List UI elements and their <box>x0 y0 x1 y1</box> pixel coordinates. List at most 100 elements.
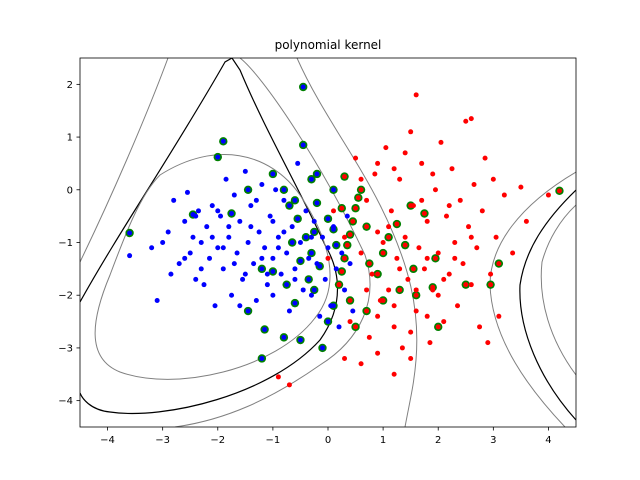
red-data-point <box>405 276 411 282</box>
red-data-point <box>369 271 375 277</box>
support-vector-point <box>342 174 348 180</box>
y-axis: −4 −3 −2 −1 0 1 2 <box>58 80 80 407</box>
blue-data-point <box>325 245 331 251</box>
x-tick-label: 2 <box>435 435 441 446</box>
blue-data-point <box>223 176 229 182</box>
blue-data-point <box>229 292 235 298</box>
blue-data-point <box>262 245 268 251</box>
red-data-point <box>452 255 458 261</box>
blue-data-point <box>273 187 279 193</box>
blue-data-point <box>336 324 342 330</box>
support-vector-point <box>333 242 339 248</box>
y-tick-label: −4 <box>58 396 73 407</box>
red-data-point <box>397 176 403 182</box>
red-data-point <box>419 160 425 166</box>
red-data-point <box>375 350 381 356</box>
support-vector-point <box>355 195 361 201</box>
blue-data-point <box>339 250 345 256</box>
red-data-point <box>446 271 452 277</box>
support-vector-point <box>336 282 342 288</box>
red-data-point <box>372 171 378 177</box>
blue-data-point <box>270 292 276 298</box>
red-data-point <box>402 150 408 156</box>
support-vector-point <box>319 345 325 351</box>
red-data-point <box>441 276 447 282</box>
support-vector-point <box>394 221 400 227</box>
y-tick-label: 0 <box>67 185 73 196</box>
blue-data-point <box>259 255 265 261</box>
support-vector-point <box>245 187 251 193</box>
red-data-point <box>391 303 397 309</box>
decision-contours <box>80 58 576 427</box>
red-data-point <box>364 287 370 293</box>
red-data-point <box>446 203 452 209</box>
red-data-point <box>457 197 463 203</box>
blue-data-point <box>322 276 328 282</box>
x-tick-label: −1 <box>266 435 281 446</box>
support-vector-point <box>364 224 370 230</box>
support-vector-point <box>292 197 298 203</box>
red-data-point <box>545 192 551 198</box>
blue-data-point <box>165 229 171 235</box>
support-vector-point <box>430 284 436 290</box>
blue-data-point <box>204 224 210 230</box>
blue-data-point <box>350 308 356 314</box>
x-axis: −4 −3 −2 −1 0 1 2 3 4 <box>100 427 552 446</box>
red-data-point <box>510 250 516 256</box>
red-data-point <box>474 245 480 251</box>
x-tick-label: −4 <box>100 435 115 446</box>
blue-data-point <box>278 271 284 277</box>
support-vector-point <box>325 319 331 325</box>
margin-inner-left <box>94 154 331 380</box>
red-data-point <box>408 355 414 361</box>
blue-data-point <box>176 261 182 267</box>
red-data-point <box>485 340 491 346</box>
support-vector-point <box>397 287 403 293</box>
red-data-point <box>432 187 438 193</box>
blue-data-point <box>292 266 298 272</box>
blue-data-point <box>319 234 325 240</box>
blue-data-point <box>207 255 213 261</box>
blue-data-point <box>160 240 166 245</box>
blue-data-point <box>284 250 290 256</box>
blue-data-point <box>245 240 251 245</box>
blue-data-point <box>242 168 248 174</box>
red-data-point <box>424 255 430 261</box>
support-vector-point <box>402 242 408 248</box>
support-vector-point <box>331 187 337 193</box>
red-data-point <box>482 155 488 161</box>
data-point-layer <box>127 84 562 388</box>
margin-upper-right <box>296 58 418 427</box>
support-vector-point <box>488 282 494 288</box>
blue-data-point <box>286 308 292 314</box>
red-data-point <box>375 313 381 319</box>
blue-data-point <box>281 229 287 235</box>
support-vector-point <box>347 232 353 238</box>
blue-data-point <box>195 208 201 214</box>
red-data-point <box>438 139 444 145</box>
blue-data-point <box>292 276 298 282</box>
red-data-point <box>397 266 403 272</box>
red-data-point <box>408 329 414 335</box>
support-vector-point <box>432 255 438 261</box>
red-data-point <box>413 287 419 293</box>
blue-data-point <box>218 213 224 219</box>
support-vector-point <box>325 216 331 222</box>
support-vector-point <box>270 171 276 177</box>
red-data-point <box>391 324 397 330</box>
red-data-point <box>388 208 394 214</box>
support-vector-point <box>127 230 133 236</box>
red-data-point <box>413 92 419 98</box>
red-data-point <box>468 116 474 122</box>
red-data-point <box>275 374 281 380</box>
red-data-point <box>358 176 364 182</box>
red-data-point <box>435 250 441 256</box>
red-data-point <box>523 218 529 224</box>
blue-data-point <box>253 297 259 303</box>
red-data-point <box>286 382 292 388</box>
blue-data-point <box>347 261 353 267</box>
blue-data-point <box>234 250 240 256</box>
support-vector-point <box>300 142 306 148</box>
blue-data-point <box>281 197 287 203</box>
blue-data-point <box>231 261 237 267</box>
